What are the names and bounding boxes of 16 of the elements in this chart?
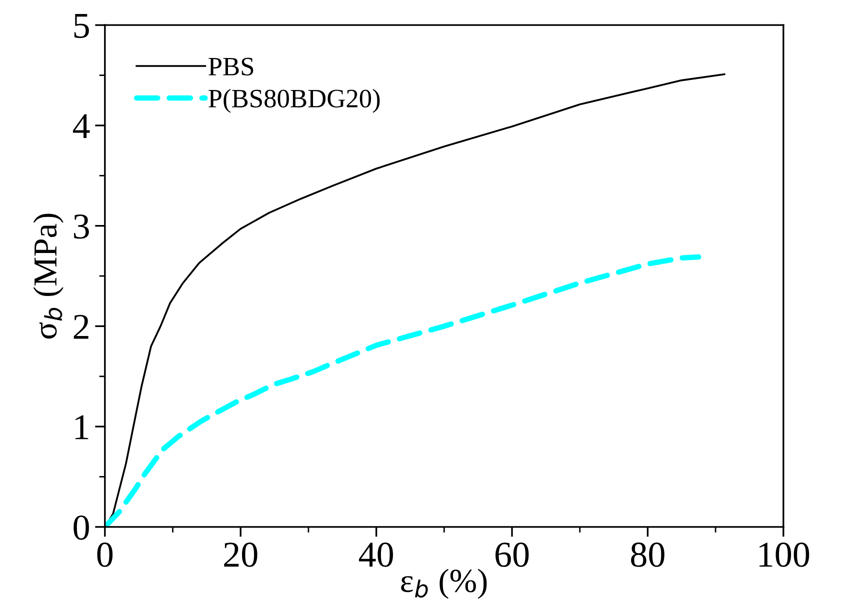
x-tick-label: 100	[759, 542, 810, 567]
x-tick-label: 20	[224, 542, 258, 567]
y-tick-label: 4	[72, 114, 90, 138]
y-tick-label: 3	[74, 214, 89, 239]
y-tick-label: 0	[74, 515, 89, 540]
legend-label: PBS	[208, 58, 254, 76]
x-tick-label: 60	[495, 542, 529, 567]
y-tick-label: 2	[74, 314, 88, 339]
y-tick-label: 1	[75, 415, 88, 440]
legend-label: P(BS80BDG20)	[208, 88, 380, 113]
x-tick-label: 0	[97, 542, 113, 567]
y-axis-title: σ$_{b}$ (MPa)	[33, 214, 64, 339]
x-tick-label: 80	[631, 542, 664, 567]
x-tick-label: 40	[358, 542, 393, 567]
y-tick-label: 5	[74, 14, 89, 38]
x-axis-title: ε$_{b}$ (%)	[401, 568, 487, 599]
